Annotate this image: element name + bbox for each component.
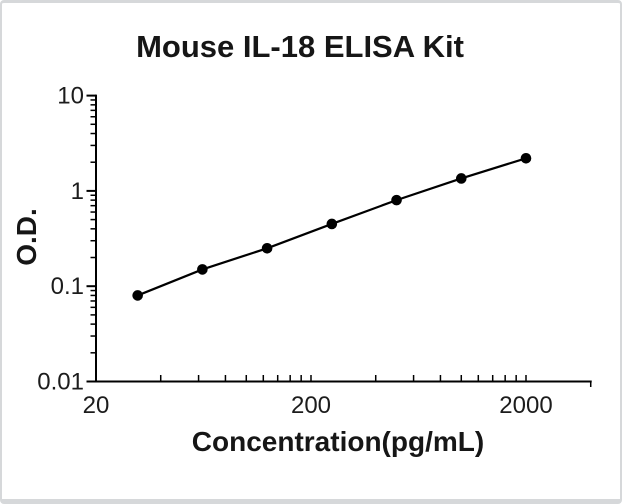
y-tick-label: 10 [57,83,84,110]
chart-title: Mouse IL-18 ELISA Kit [136,29,464,64]
y-tick-label: 0.1 [51,273,84,300]
x-tick-label: 200 [291,392,331,419]
x-axis-title: Concentration(pg/mL) [192,426,484,457]
data-point [391,194,402,206]
y-axis-title: O.D. [11,208,42,266]
data-point [197,264,208,275]
data-point [326,218,338,230]
data-series [132,152,532,301]
y-tick-label: 1 [71,178,84,205]
y-axis: 10 1 0.1 0.01 [37,83,97,396]
x-tick-label: 2000 [499,392,552,419]
data-point [520,152,532,164]
data-point [132,290,143,301]
x-tick-label: 20 [83,392,110,419]
y-tick-label: 0.01 [37,369,84,396]
data-point [261,242,273,254]
x-axis: 20 200 2000 [83,375,592,419]
data-point [455,173,467,184]
